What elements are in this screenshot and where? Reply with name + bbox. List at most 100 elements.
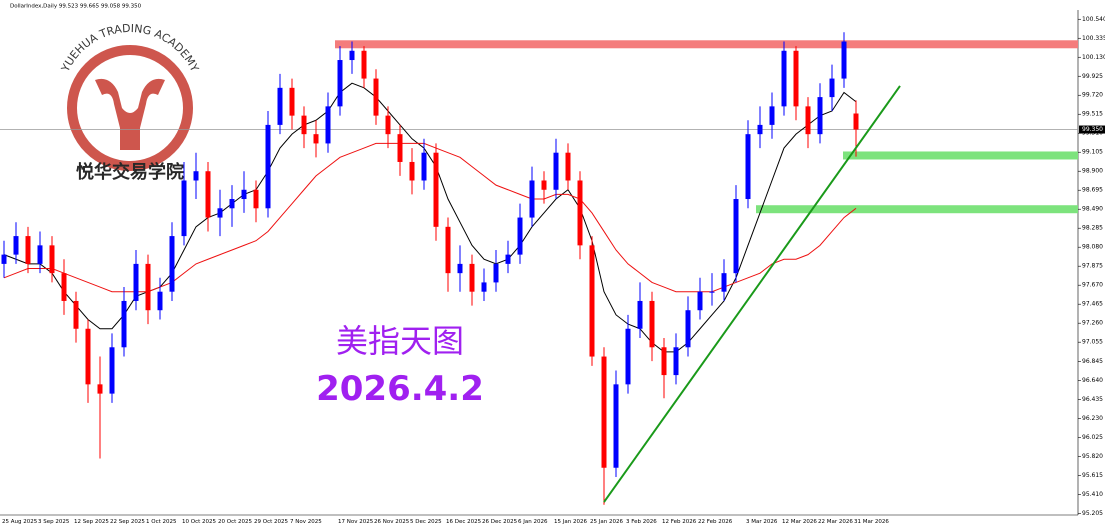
candle-body: [97, 384, 103, 394]
x-tick-label: 3 Feb 2026: [626, 519, 657, 525]
candle-body: [373, 78, 379, 116]
candle-body: [181, 180, 187, 237]
candle-body: [61, 273, 67, 301]
candle-body: [457, 263, 463, 274]
y-tick-label: 95.615: [1082, 472, 1103, 479]
candle-body: [397, 134, 403, 162]
candle-body: [385, 115, 391, 135]
candle-body: [637, 300, 643, 329]
x-tick-label: 15 Jan 2026: [554, 519, 587, 525]
x-tick-label: 3 Sep 2025: [38, 519, 70, 525]
candle-body: [805, 106, 811, 135]
x-tick-label: 29 Oct 2025: [254, 519, 289, 525]
candle-body: [25, 236, 31, 264]
candle-body: [409, 161, 415, 181]
candle-body: [829, 78, 835, 98]
y-tick-label: 97.260: [1082, 320, 1103, 327]
y-tick-label: 98.900: [1082, 168, 1103, 175]
level-band: [843, 151, 1078, 160]
x-tick-label: 6 Jan 2026: [518, 519, 548, 525]
y-tick-label: 97.465: [1082, 301, 1103, 308]
candle-body: [793, 50, 799, 107]
candle-body: [109, 347, 115, 394]
candle-body: [625, 328, 631, 385]
level-band: [756, 205, 1078, 214]
candle-body: [1, 254, 7, 264]
x-tick-label: 5 Dec 2025: [410, 519, 442, 525]
annotation-date: 2026.4.2: [316, 369, 484, 409]
candle-body: [241, 189, 247, 200]
candle-body: [529, 180, 535, 218]
candle-body: [577, 180, 583, 246]
y-tick-label: 99.925: [1082, 73, 1103, 80]
x-tick-label: 12 Sep 2025: [74, 519, 109, 525]
y-tick-label: 95.410: [1082, 491, 1103, 498]
candle-body: [37, 245, 43, 264]
candle-body: [349, 50, 355, 61]
x-tick-label: 10 Oct 2025: [182, 519, 217, 525]
candle-body: [685, 310, 691, 348]
candle-body: [445, 226, 451, 274]
candle-body: [13, 236, 19, 255]
watermark-zh: 悦华交易学院: [76, 161, 184, 183]
y-tick-label: 98.490: [1082, 206, 1103, 213]
candle-body: [157, 291, 163, 311]
candle-body: [541, 180, 547, 190]
x-tick-label: 22 Feb 2026: [698, 519, 733, 525]
y-tick-label: 96.845: [1082, 358, 1103, 365]
y-tick-label: 100.540: [1082, 16, 1105, 23]
candle-body: [313, 134, 319, 144]
y-tick-label: 99.720: [1082, 92, 1103, 99]
x-tick-label: 7 Nov 2025: [290, 519, 322, 525]
annotation-title: 美指天图: [336, 322, 464, 360]
candle-body: [133, 263, 139, 301]
x-tick-label: 12 Feb 2026: [662, 519, 697, 525]
y-tick-label: 96.640: [1082, 377, 1103, 384]
candle-body: [289, 87, 295, 116]
y-tick-label: 98.695: [1082, 187, 1103, 194]
candle-body: [433, 152, 439, 227]
candle-body: [325, 106, 331, 144]
x-tick-label: 31 Mar 2026: [854, 519, 889, 525]
candle-body: [217, 208, 223, 218]
chart-header: DollarIndex,Daily 99.523 99.665 99.058 9…: [10, 4, 142, 10]
candle-body: [481, 282, 487, 292]
current-price-label: 99.350: [1082, 126, 1103, 133]
candle-body: [817, 97, 823, 135]
y-tick-label: 97.875: [1082, 263, 1103, 270]
y-tick-label: 98.285: [1082, 225, 1103, 232]
x-tick-label: 26 Dec 2025: [482, 519, 518, 525]
candle-body: [73, 300, 79, 329]
candle-body: [649, 300, 655, 348]
trendline: [603, 85, 901, 503]
candle-body: [121, 300, 127, 348]
candle-body: [301, 115, 307, 135]
x-tick-label: 3 Mar 2026: [746, 519, 778, 525]
y-tick-label: 95.205: [1082, 510, 1103, 517]
x-tick-label: 1 Oct 2025: [146, 519, 177, 525]
candle-body: [613, 384, 619, 468]
candle-body: [85, 328, 91, 385]
candle-body: [277, 87, 283, 125]
candle-body: [469, 263, 475, 292]
y-tick-label: 95.820: [1082, 453, 1103, 460]
y-tick-label: 100.335: [1082, 35, 1105, 42]
y-tick-label: 99.105: [1082, 149, 1103, 156]
candle-body: [553, 152, 559, 190]
candle-body: [145, 263, 151, 311]
candle-body: [745, 134, 751, 200]
y-tick-label: 98.080: [1082, 244, 1103, 251]
x-tick-label: 20 Oct 2025: [218, 519, 253, 525]
candle-body: [757, 124, 763, 135]
x-tick-label: 12 Mar 2026: [782, 519, 817, 525]
candle-body: [589, 245, 595, 357]
candle-body: [673, 347, 679, 376]
candle-body: [229, 199, 235, 209]
candle-body: [253, 189, 259, 209]
x-tick-label: 22 Mar 2026: [818, 519, 853, 525]
y-tick-label: 99.515: [1082, 111, 1103, 118]
y-tick-label: 100.130: [1082, 54, 1105, 61]
candle-body: [169, 236, 175, 292]
candle-body: [565, 152, 571, 181]
x-tick-label: 17 Nov 2025: [338, 519, 374, 525]
